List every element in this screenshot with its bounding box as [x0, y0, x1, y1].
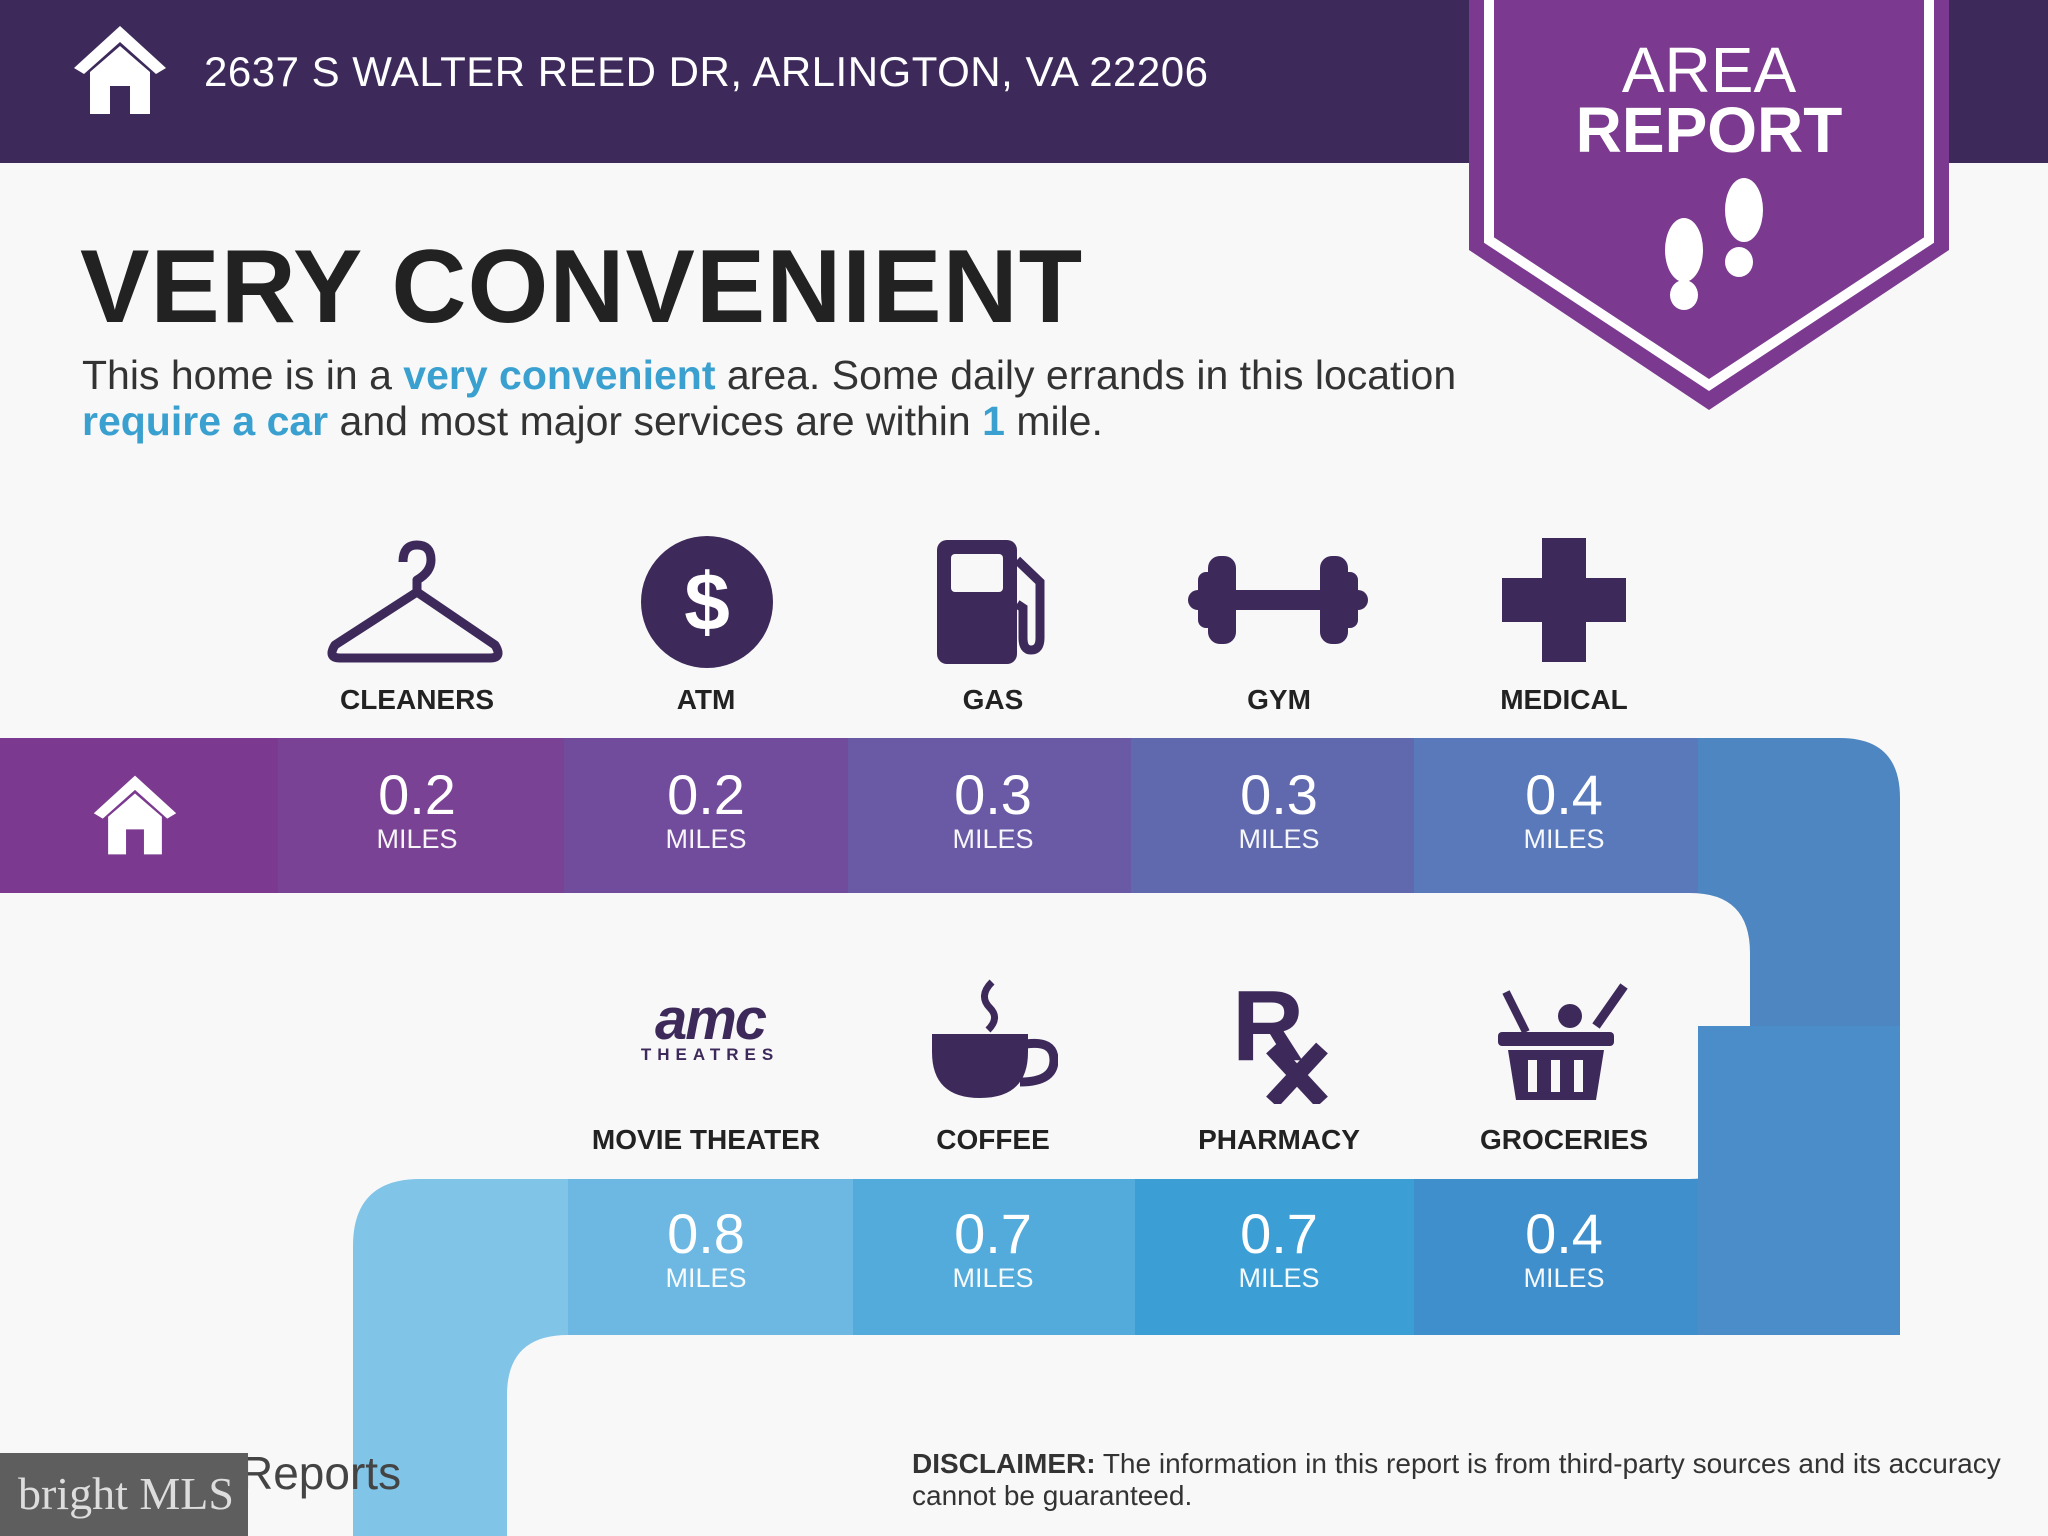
distance-value: 0.7 [1240, 1202, 1318, 1265]
category-label: PHARMACY [1198, 1124, 1360, 1155]
hanger-icon [327, 540, 503, 663]
distance-value: 0.4 [1525, 1202, 1603, 1265]
dumbbell-icon [1188, 556, 1368, 644]
amc-theatres-logo: amc THEATRES [620, 987, 800, 1065]
distance-unit: MILES [1238, 824, 1320, 854]
disclaimer-text: The information in this report is from t… [912, 1448, 2001, 1511]
distance-unit: MILES [1523, 1263, 1605, 1293]
desc-highlight: 1 [982, 398, 1005, 444]
desc-text: mile. [1004, 398, 1103, 444]
distance-unit: MILES [1238, 1263, 1320, 1293]
desc-text: area. Some daily errands in this locatio… [715, 352, 1457, 398]
badge-title: AREA REPORT [1469, 34, 1949, 166]
watermark-text: bright MLS [18, 1468, 234, 1519]
property-address: 2637 S WALTER REED DR, ARLINGTON, VA 222… [204, 48, 1209, 95]
distance-value: 0.8 [667, 1202, 745, 1265]
rx-icon: R [1232, 978, 1328, 1104]
category-label: GROCERIES [1479, 1124, 1649, 1155]
disclaimer: DISCLAIMER: The information in this repo… [912, 1448, 2012, 1512]
distance-cell: 0.4 MILES [1422, 1202, 1706, 1293]
home-icon [74, 26, 166, 114]
category-label: ATM [676, 684, 736, 715]
category-label: GYM [1247, 684, 1311, 715]
distance-cell: 0.4 MILES [1422, 763, 1706, 854]
distance-cell: 0.8 MILES [564, 1202, 848, 1293]
svg-text:$: $ [684, 557, 730, 648]
brand-text: Reports [240, 1447, 402, 1499]
distance-value: 0.2 [378, 763, 456, 826]
distance-value: 0.3 [954, 763, 1032, 826]
category-label: MEDICAL [1500, 684, 1628, 715]
bright-mls-watermark: bright MLS [0, 1453, 248, 1536]
distance-unit: MILES [1523, 824, 1605, 854]
distance-unit: MILES [952, 1263, 1034, 1293]
desc-text: and most major services are within [328, 398, 983, 444]
distance-unit: MILES [665, 1263, 747, 1293]
badge-line-1: AREA [1621, 34, 1797, 106]
desc-text: This home is in a [82, 352, 404, 398]
distance-cell: 0.3 MILES [851, 763, 1135, 854]
area-report-badge [1469, 0, 1949, 410]
coffee-icon [932, 979, 1058, 1098]
distance-cell: 0.2 MILES [275, 763, 559, 854]
footprints-icon [1665, 178, 1763, 310]
distance-cell: 0.3 MILES [1137, 763, 1421, 854]
desc-highlight: very convenient [403, 352, 716, 398]
distance-value: 0.3 [1240, 763, 1318, 826]
page-title: VERY CONVENIENT [80, 229, 1084, 345]
category-label: COFFEE [936, 1124, 1050, 1155]
badge-line-2: REPORT [1575, 94, 1843, 166]
desc-highlight: require a car [82, 398, 329, 444]
distance-unit: MILES [376, 824, 458, 854]
amc-logo-text: amc [654, 987, 767, 1052]
basket-icon [1498, 983, 1628, 1100]
category-label: GAS [962, 684, 1024, 715]
medical-cross-icon [1502, 538, 1626, 662]
home-start-icon [93, 775, 177, 855]
category-label: CLEANERS [339, 684, 494, 715]
disclaimer-label: DISCLAIMER: [912, 1448, 1096, 1479]
amc-logo-sub: THEATRES [640, 1045, 780, 1064]
dollar-icon: $ [641, 536, 773, 668]
distance-value: 0.2 [667, 763, 745, 826]
distance-unit: MILES [665, 824, 747, 854]
distance-cell: 0.7 MILES [1137, 1202, 1421, 1293]
distance-cell: 0.7 MILES [851, 1202, 1135, 1293]
distance-cell: 0.2 MILES [564, 763, 848, 854]
description: This home is in a very convenient area. … [82, 352, 1482, 444]
gas-pump-icon [937, 540, 1045, 664]
distance-value: 0.7 [954, 1202, 1032, 1265]
distance-value: 0.4 [1525, 763, 1603, 826]
category-label: MOVIE THEATER [591, 1124, 821, 1155]
distance-unit: MILES [952, 824, 1034, 854]
